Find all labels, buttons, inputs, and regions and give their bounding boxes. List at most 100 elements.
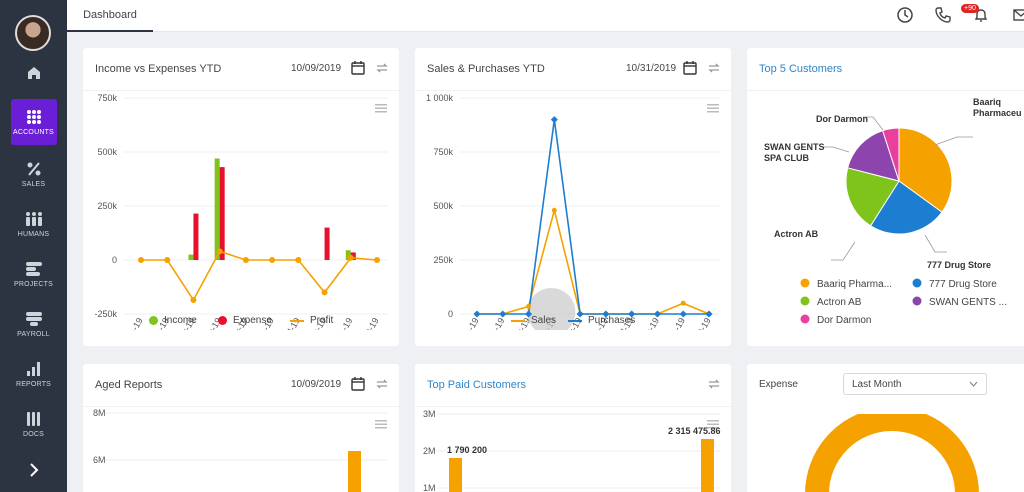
sales-line: [477, 207, 710, 315]
legend-swatch: [800, 314, 810, 324]
sidebar-item-projects[interactable]: PROJECTS: [0, 250, 67, 298]
refresh-icon[interactable]: [707, 377, 721, 391]
avatar[interactable]: [15, 15, 51, 51]
pie-slice[interactable]: [898, 127, 953, 213]
y-tick-label: 0: [448, 309, 453, 319]
chevron-right-icon: [29, 463, 38, 477]
phone-icon[interactable]: [934, 6, 952, 24]
calendar-icon[interactable]: [351, 61, 365, 75]
legend-label[interactable]: 777 Drug Store: [929, 279, 997, 290]
bar-income[interactable]: [345, 250, 351, 260]
sidebar-expand-button[interactable]: [0, 446, 67, 492]
sidebar-item-payroll[interactable]: PAYROLL: [0, 300, 67, 348]
purchases-point[interactable]: [525, 310, 533, 318]
legend-label[interactable]: Dor Darmon: [817, 315, 871, 326]
sidebar-item-label: REPORTS: [15, 380, 52, 388]
bar-income[interactable]: [188, 254, 194, 260]
profit-point[interactable]: [269, 257, 276, 263]
card-date[interactable]: 10/09/2019: [291, 63, 342, 74]
profit-point[interactable]: [190, 296, 197, 303]
purchases-point[interactable]: [550, 116, 558, 124]
card-title[interactable]: Top 5 Customers: [759, 63, 843, 75]
card-date[interactable]: 10/31/2019: [626, 63, 677, 74]
calendar-icon[interactable]: [683, 61, 697, 75]
pie-slice[interactable]: [869, 180, 943, 235]
bar[interactable]: [348, 451, 361, 492]
legend-item-expense[interactable]: Expense: [218, 315, 272, 326]
card-date[interactable]: 10/09/2019: [291, 379, 342, 390]
legend-item-purchases[interactable]: Purchases: [568, 315, 635, 326]
legend-label[interactable]: Baariq Pharma...: [817, 279, 892, 290]
calendar-icon[interactable]: [351, 377, 365, 391]
legend-item-sales[interactable]: Sales: [511, 315, 556, 326]
x-tick-label: Oct-19: [691, 316, 713, 330]
y-tick-label: 8M: [93, 408, 106, 418]
purchases-point[interactable]: [628, 310, 636, 318]
card-title[interactable]: Top Paid Customers: [427, 379, 527, 391]
purchases-point[interactable]: [653, 310, 661, 318]
profit-point[interactable]: [295, 257, 302, 263]
sales-point[interactable]: [680, 300, 686, 306]
profit-point[interactable]: [216, 248, 223, 255]
purchases-point[interactable]: [473, 310, 481, 318]
legend-swatch: [800, 296, 810, 306]
donut-segment[interactable]: [805, 414, 979, 492]
legend-swatch: [511, 319, 525, 322]
legend-item-profit[interactable]: Profit: [290, 315, 333, 326]
income-expenses-card: Income vs Expenses YTD 10/09/2019 750k 50…: [83, 48, 399, 346]
period-select[interactable]: Last Month: [843, 373, 987, 395]
tab-dashboard[interactable]: Dashboard: [67, 0, 153, 32]
bar[interactable]: [701, 439, 714, 492]
refresh-icon[interactable]: [375, 61, 389, 75]
chart-menu-icon[interactable]: [707, 104, 719, 113]
pie-data-label: Baariq: [973, 97, 1001, 107]
bar-expense[interactable]: [324, 227, 330, 260]
chart-menu-icon[interactable]: [707, 420, 719, 429]
bell-icon[interactable]: [972, 6, 990, 24]
profit-point[interactable]: [321, 289, 328, 296]
refresh-icon[interactable]: [375, 377, 389, 391]
refresh-icon[interactable]: [707, 61, 721, 75]
y-tick-label: 2M: [423, 446, 436, 456]
legend-item-income[interactable]: Income: [149, 315, 197, 326]
sales-point[interactable]: [551, 207, 557, 213]
x-tick-label: Sep-19: [331, 316, 354, 330]
sidebar-item-sales[interactable]: SALES: [0, 150, 67, 198]
sidebar-item-home[interactable]: [0, 49, 67, 97]
chart-menu-icon[interactable]: [375, 104, 387, 113]
purchases-point[interactable]: [705, 310, 713, 318]
bar-income[interactable]: [214, 158, 220, 260]
profit-point[interactable]: [164, 257, 171, 263]
income-expenses-chart: 750k500k250k0-250kJan-19Feb-19Mar-19Apr-…: [94, 93, 388, 330]
purchases-point[interactable]: [679, 310, 687, 318]
pie-slice[interactable]: [881, 127, 900, 182]
chart-menu-icon[interactable]: [375, 420, 387, 429]
profit-line: [141, 250, 378, 302]
legend-swatch: [290, 319, 304, 322]
x-tick-label: Feb-19: [484, 316, 507, 330]
legend-swatch: [218, 316, 227, 325]
bar-expense[interactable]: [219, 167, 225, 260]
clock-icon[interactable]: [896, 6, 914, 24]
sidebar-item-accounts[interactable]: ACCOUNTS: [0, 98, 67, 146]
purchases-point[interactable]: [499, 310, 507, 318]
sales-point[interactable]: [526, 303, 532, 309]
legend-label[interactable]: SWAN GENTS ...: [929, 297, 1007, 308]
legend-label[interactable]: Actron AB: [817, 297, 862, 308]
mail-icon[interactable]: [1012, 6, 1024, 24]
sidebar-item-docs[interactable]: DOCS: [0, 400, 67, 448]
bar[interactable]: [449, 458, 462, 492]
sidebar-item-humans[interactable]: HUMANS: [0, 200, 67, 248]
chevron-down-icon: [969, 381, 978, 387]
profit-point[interactable]: [347, 254, 354, 261]
card-title: Sales & Purchases YTD: [427, 63, 545, 75]
profit-point[interactable]: [138, 257, 144, 263]
profit-point[interactable]: [242, 257, 249, 263]
sidebar-item-reports[interactable]: REPORTS: [0, 350, 67, 398]
notification-badge: +90: [961, 4, 979, 13]
legend-swatch: [800, 278, 810, 288]
pie-slice[interactable]: [847, 129, 900, 182]
bar-expense[interactable]: [193, 213, 199, 260]
profit-point[interactable]: [374, 257, 380, 263]
pie-slice[interactable]: [845, 167, 900, 227]
